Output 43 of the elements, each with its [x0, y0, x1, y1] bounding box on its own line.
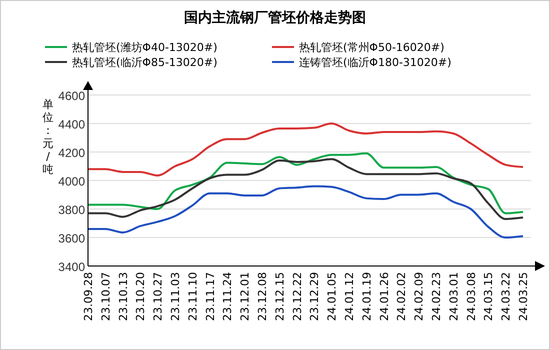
- y-tick-label: 4000: [58, 174, 86, 188]
- x-tick-label: 23.09.28: [82, 272, 95, 321]
- x-tick-label: 23.12.08: [256, 272, 269, 321]
- x-tick-label: 24.02.23: [430, 272, 443, 321]
- x-tick-label: 24.01.26: [378, 272, 391, 321]
- x-tick-label: 24.03.01: [447, 272, 460, 321]
- y-tick-label: 4200: [58, 146, 86, 160]
- y-tick-label: 3800: [58, 203, 86, 217]
- x-tick-label: 24.03.15: [482, 272, 496, 321]
- legend-label: 热轧管坯(潍坊Φ40-13020#): [72, 41, 218, 54]
- y-tick-label: 3400: [58, 260, 86, 274]
- x-tick-label: 23.12.22: [290, 272, 304, 321]
- x-tick-label: 23.11.17: [204, 272, 217, 321]
- legend-label: 热轧管坯(常州Φ50-16020#): [299, 41, 444, 54]
- line-series: [87, 152, 524, 214]
- legend-label: 连铸管坯(临沂Φ180-31020#): [299, 56, 452, 69]
- x-tick-label: 23.11.03: [169, 272, 182, 321]
- x-tick-label: 23.10.20: [134, 272, 148, 321]
- y-tick-label: 3600: [58, 232, 86, 246]
- x-tick-label: 24.01.19: [360, 272, 374, 321]
- x-tick-label: 23.11.10: [186, 272, 200, 321]
- x-tick-label: 24.03.25: [517, 272, 530, 321]
- y-tick-label: 4400: [58, 118, 86, 132]
- y-tick-label: 4600: [58, 89, 86, 103]
- legend-label: 热轧管坯(临沂Φ85-13020#): [72, 56, 218, 69]
- x-tick-label: 24.01.05: [326, 272, 339, 321]
- x-tick-label: 23.12.15: [273, 272, 286, 321]
- x-tick-label: 23.11.24: [221, 272, 234, 321]
- x-tick-label: 24.02.02: [395, 272, 408, 321]
- line-series: [87, 158, 524, 220]
- x-tick-label: 23.10.13: [116, 272, 130, 321]
- x-tick-label: 23.10.07: [99, 272, 112, 321]
- x-tick-label: 24.01.12: [343, 272, 356, 321]
- chart-title: 国内主流钢厂管坯价格走势图: [184, 9, 366, 26]
- line-series: [87, 122, 524, 177]
- x-tick-label: 23.12.01: [238, 272, 252, 321]
- x-tick-label: 24.03.22: [500, 272, 513, 321]
- line-series: [87, 185, 524, 238]
- x-tick-label: 23.12.29: [308, 272, 322, 321]
- x-tick-label: 24.03.08: [464, 272, 478, 321]
- x-tick-label: 24.02.09: [412, 272, 426, 321]
- y-axis-title: 单位：元/吨: [42, 98, 54, 176]
- x-tick-label: 23.10.27: [152, 272, 165, 321]
